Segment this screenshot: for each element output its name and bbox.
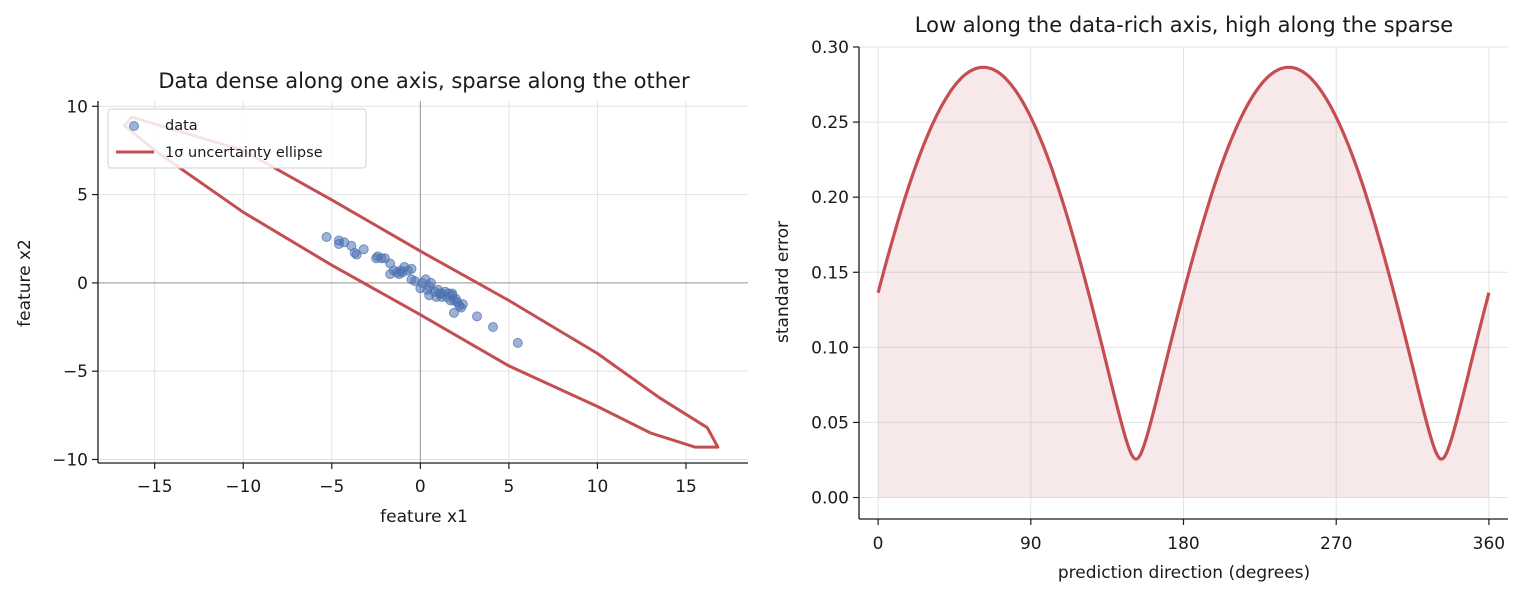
legend: data 1σ uncertainty ellipse — [107, 108, 367, 169]
y-tick-label: 5 — [77, 186, 88, 206]
stderr-ticks: 0 90 180 270 360 0.00 0.05 0.10 0.15 0.20 0.25 0.30 — [811, 38, 1505, 554]
scatter-y-label: feature x2 — [15, 239, 35, 327]
data-point — [406, 263, 417, 274]
x-tick-label: 0 — [415, 477, 426, 497]
legend-data-label: data — [165, 118, 198, 134]
legend-frame — [107, 108, 367, 169]
data-point — [321, 232, 332, 242]
y-tick-label: −5 — [63, 362, 88, 382]
scatter-axes — [97, 101, 748, 464]
stderr-curve — [876, 65, 1491, 461]
data-point — [447, 288, 458, 299]
data-points-layer — [321, 232, 523, 348]
scatter-x-label: feature x1 — [380, 507, 468, 527]
data-point — [426, 277, 436, 288]
y-tick-label: 10 — [66, 97, 88, 117]
y-tick-label: 0 — [77, 274, 88, 294]
y-tick-label: 0.15 — [811, 263, 849, 283]
y-tick-label: 0.25 — [811, 113, 849, 133]
y-tick-label: 0.00 — [811, 489, 849, 509]
x-tick-label: 0 — [873, 534, 884, 554]
stderr-y-label: standard error — [773, 221, 793, 343]
x-tick-label: 5 — [503, 477, 514, 497]
x-tick-label: 10 — [587, 477, 609, 497]
x-tick-label: −5 — [319, 477, 344, 497]
scatter-title: Data dense along one axis, sparse along … — [158, 69, 690, 93]
stderr-grid — [859, 46, 1508, 519]
stderr-curve-layer — [876, 65, 1491, 498]
legend-data-marker — [129, 121, 139, 131]
data-point — [449, 307, 459, 318]
legend-ellipse-label: 1σ uncertainty ellipse — [165, 145, 323, 161]
stderr-fill-area — [878, 67, 1489, 498]
x-tick-label: 270 — [1320, 534, 1352, 554]
data-point — [457, 299, 468, 310]
data-point — [472, 311, 482, 322]
x-tick-label: 360 — [1473, 534, 1505, 554]
x-tick-label: 90 — [1020, 534, 1042, 554]
y-tick-label: 0.10 — [811, 338, 849, 358]
data-point — [351, 249, 362, 260]
data-point — [358, 244, 369, 255]
y-tick-label: 0.05 — [811, 413, 849, 433]
y-tick-label: −10 — [52, 450, 88, 470]
x-tick-label: 180 — [1167, 534, 1199, 554]
stderr-title: Low along the data-rich axis, high along… — [915, 13, 1453, 37]
x-tick-label: −15 — [137, 477, 173, 497]
stderr-panel: 0 90 180 270 360 0.00 0.05 0.10 0.15 0.20 0.25 0.30… — [773, 13, 1508, 583]
scatter-panel: −15 −10 −5 0 5 10 15 −10 −5 0 5 10 Data dense along… — [15, 69, 748, 527]
y-tick-label: 0.20 — [811, 188, 849, 208]
y-tick-label: 0.30 — [811, 38, 849, 58]
x-tick-label: −10 — [225, 477, 261, 497]
stderr-x-label: prediction direction (degrees) — [1058, 563, 1310, 583]
x-tick-label: 15 — [675, 477, 697, 497]
data-point — [512, 337, 523, 348]
data-point — [488, 322, 498, 332]
scatter-ticks: −15 −10 −5 0 5 10 15 −10 −5 0 5 10 — [52, 97, 697, 497]
